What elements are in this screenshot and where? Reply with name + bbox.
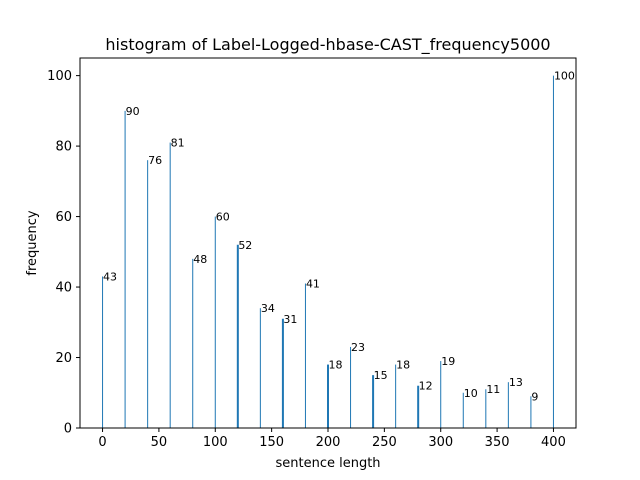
x-axis-label: sentence length <box>275 456 380 471</box>
bar-value-label: 19 <box>441 355 455 368</box>
data-labels-layer: 43 90 76 81 48 60 52 34 31 41 18 23 15 18 12 19 10 11 13 9 1… <box>103 70 575 404</box>
x-tick-label: 150 <box>259 435 284 450</box>
bar <box>462 392 464 428</box>
bar <box>485 389 487 428</box>
bar-value-label: 48 <box>193 253 207 266</box>
bar-value-label: 43 <box>103 270 117 283</box>
bar <box>214 216 216 428</box>
bar-value-label: 41 <box>306 278 320 291</box>
y-axis-ticks: 0 20 40 60 80 100 <box>47 69 80 437</box>
x-axis-ticks: 0 50 100 150 200 250 300 350 400 <box>98 428 566 450</box>
bar-value-label: 11 <box>486 383 500 396</box>
y-tick-label: 100 <box>47 69 72 84</box>
bar-value-label: 100 <box>554 70 575 83</box>
bars-layer <box>102 75 554 429</box>
bar <box>236 244 239 428</box>
y-tick-label: 20 <box>55 351 72 366</box>
bar-value-label: 18 <box>329 359 343 372</box>
y-tick-label: 60 <box>55 210 72 225</box>
x-tick-label: 250 <box>372 435 397 450</box>
bar <box>124 110 126 429</box>
bar <box>417 385 420 428</box>
bar-value-label: 90 <box>126 105 140 118</box>
bar-value-label: 76 <box>148 154 162 167</box>
bar <box>507 382 509 428</box>
bar-value-label: 52 <box>238 239 252 252</box>
bar <box>440 361 442 428</box>
bar-value-label: 60 <box>216 211 230 224</box>
bar-value-label: 81 <box>171 137 185 150</box>
y-tick-label: 0 <box>64 422 72 437</box>
bar <box>102 276 104 428</box>
x-tick-label: 400 <box>541 435 566 450</box>
bar <box>169 142 171 428</box>
bar-value-label: 12 <box>419 380 433 393</box>
x-tick-label: 50 <box>151 435 168 450</box>
x-tick-label: 350 <box>485 435 510 450</box>
bar-value-label: 15 <box>374 369 388 382</box>
x-tick-label: 100 <box>203 435 228 450</box>
chart-title: histogram of Label-Logged-hbase-CAST_fre… <box>105 35 550 55</box>
bar <box>147 160 149 428</box>
bar <box>372 375 375 428</box>
x-tick-label: 0 <box>98 435 106 450</box>
y-axis-label: frequency <box>25 210 40 276</box>
bar-value-label: 31 <box>283 313 297 326</box>
x-tick-label: 300 <box>428 435 453 450</box>
bar-value-label: 18 <box>396 359 410 372</box>
bar <box>192 258 194 428</box>
x-tick-label: 200 <box>316 435 341 450</box>
bar <box>259 308 261 428</box>
bar-value-label: 10 <box>464 387 478 400</box>
bar <box>281 318 284 428</box>
y-tick-label: 80 <box>55 140 72 155</box>
bar <box>552 75 554 429</box>
bar-value-label: 34 <box>261 302 275 315</box>
bar <box>327 364 329 428</box>
bar <box>530 396 532 428</box>
bar <box>304 283 306 428</box>
bar-value-label: 23 <box>351 341 365 354</box>
bar-value-label: 9 <box>531 390 538 403</box>
bar-value-label: 13 <box>509 376 523 389</box>
bar <box>350 346 352 428</box>
y-tick-label: 40 <box>55 281 72 296</box>
bar <box>395 364 397 428</box>
